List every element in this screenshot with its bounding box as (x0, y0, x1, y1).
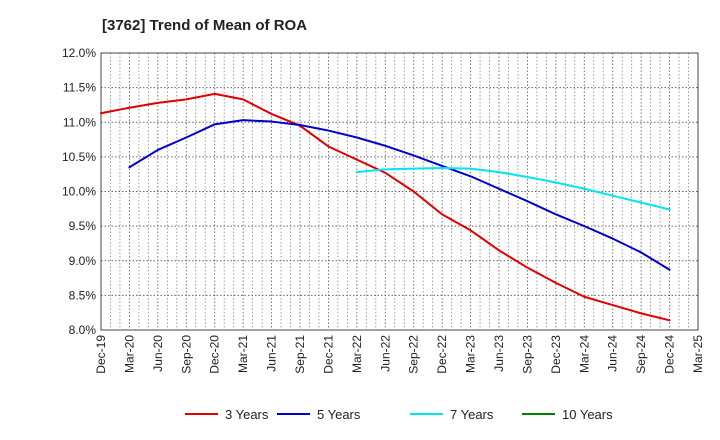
legend-label-7-years: 7 Years (450, 407, 494, 422)
x-tick-label: Mar-22 (350, 335, 364, 373)
y-tick-label: 12.0% (62, 46, 96, 60)
y-tick-label: 9.0% (69, 254, 97, 268)
y-tick-label: 10.5% (62, 150, 96, 164)
x-tick-label: Mar-25 (691, 335, 705, 373)
series-line-3-years (100, 92, 671, 322)
x-tick-label: Dec-21 (321, 335, 335, 374)
legend-label-10-years: 10 Years (562, 407, 613, 422)
x-tick-label: Jun-20 (151, 335, 165, 372)
x-tick-label: Mar-20 (122, 335, 136, 373)
x-tick-label: Sep-23 (520, 335, 534, 374)
y-tick-label: 8.5% (69, 288, 97, 302)
x-tick-label: Dec-20 (208, 335, 222, 374)
y-tick-label: 10.0% (62, 185, 96, 199)
x-tick-label: Jun-23 (492, 335, 506, 372)
series-line-5-years (128, 119, 671, 271)
legend-label-5-years: 5 Years (317, 407, 361, 422)
x-tick-label: Jun-21 (265, 335, 279, 372)
y-tick-label: 8.0% (69, 323, 97, 337)
x-tick-label: Dec-23 (549, 335, 563, 374)
x-tick-label: Sep-20 (179, 335, 193, 374)
x-tick-label: Jun-24 (606, 335, 620, 372)
plot-area: 8.0% 8.5% 9.0% 9.5% 10.0% 10.5% 11.0% 11.5% 12.0… (62, 46, 705, 374)
y-tick-label: 11.5% (63, 81, 96, 95)
plot-frame (100, 52, 699, 331)
x-tick-label: Dec-22 (435, 335, 449, 374)
x-tick-label: Sep-22 (407, 335, 421, 374)
series-line-7-years (355, 166, 671, 211)
x-tick-label: Dec-19 (94, 335, 108, 374)
chart-title: [3762] Trend of Mean of ROA (102, 17, 307, 34)
x-tick-label: Mar-24 (577, 335, 591, 373)
x-tick-label: Sep-24 (634, 335, 648, 374)
legend-label-3-years: 3 Years (225, 407, 269, 422)
x-tick-label: Mar-23 (464, 335, 478, 373)
y-tick-label: 11.0% (63, 115, 96, 129)
x-tick-label: Dec-24 (663, 335, 677, 374)
legend: 3 Years 5 Years 7 Years 10 Years (185, 407, 613, 422)
x-tick-label: Mar-21 (236, 335, 250, 373)
x-tick-label: Sep-21 (293, 335, 307, 374)
x-tick-label: Jun-22 (378, 335, 392, 372)
y-tick-label: 9.5% (69, 219, 97, 233)
